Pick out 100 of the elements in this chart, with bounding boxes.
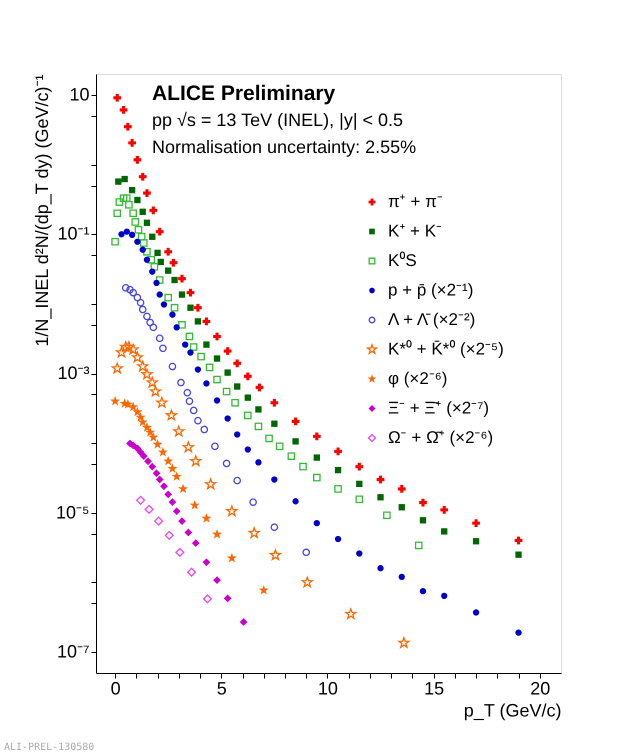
point xyxy=(129,209,137,218)
point xyxy=(213,332,221,340)
point xyxy=(472,519,480,527)
point xyxy=(190,500,200,510)
point xyxy=(125,200,133,209)
point xyxy=(178,321,186,329)
point xyxy=(206,364,214,372)
point xyxy=(213,376,221,384)
y-tick-label: 10⁻¹ xyxy=(57,224,90,244)
point xyxy=(164,248,172,256)
point xyxy=(138,232,146,241)
point xyxy=(302,548,310,556)
point xyxy=(356,550,362,557)
legend-label: Λ + Λ̄ (×2⁻²) xyxy=(388,310,476,329)
point xyxy=(203,380,210,387)
point xyxy=(144,220,150,226)
point xyxy=(398,485,406,493)
point xyxy=(128,186,136,194)
point xyxy=(214,355,220,362)
point xyxy=(292,418,300,426)
point xyxy=(134,294,142,302)
point xyxy=(142,422,152,432)
point xyxy=(472,609,480,616)
point xyxy=(122,194,131,202)
point xyxy=(514,536,522,544)
point xyxy=(222,388,230,396)
point xyxy=(140,239,148,247)
point xyxy=(249,498,257,506)
y-tick-label: 10⁻⁵ xyxy=(56,502,90,522)
point xyxy=(156,334,164,342)
point xyxy=(149,206,158,214)
annotation: pp √s = 13 TeV (INEL), |y| < 0.5 xyxy=(152,110,404,130)
point xyxy=(334,466,342,474)
point xyxy=(224,594,232,602)
point xyxy=(137,360,148,372)
point xyxy=(187,304,194,311)
point xyxy=(132,406,142,416)
point xyxy=(129,288,137,296)
point xyxy=(143,248,151,256)
point xyxy=(159,344,167,352)
point xyxy=(116,198,124,206)
point xyxy=(244,446,251,453)
point xyxy=(113,94,122,102)
x-tick-label: 5 xyxy=(216,678,227,698)
point xyxy=(128,139,136,147)
point xyxy=(270,549,282,560)
point xyxy=(144,256,150,263)
point xyxy=(205,478,216,490)
point xyxy=(197,352,205,360)
point xyxy=(441,528,448,535)
point xyxy=(224,347,232,355)
point xyxy=(169,311,176,318)
point xyxy=(164,530,174,540)
point xyxy=(156,291,163,298)
point xyxy=(302,576,313,588)
point xyxy=(160,301,168,308)
point xyxy=(187,568,196,577)
point xyxy=(231,398,239,407)
x-tick-label: 20 xyxy=(530,678,550,698)
point xyxy=(182,341,188,348)
point xyxy=(334,448,342,456)
point xyxy=(186,397,194,406)
point xyxy=(226,552,237,562)
point xyxy=(156,396,168,408)
point xyxy=(154,516,164,526)
point xyxy=(254,422,262,430)
point xyxy=(270,523,278,532)
point xyxy=(132,352,144,362)
annotation: ALICE Preliminary xyxy=(152,82,336,105)
point xyxy=(224,369,231,376)
point xyxy=(213,576,221,584)
point xyxy=(124,122,132,131)
point xyxy=(149,234,156,240)
point xyxy=(288,452,296,460)
point xyxy=(177,378,185,386)
point xyxy=(175,548,184,557)
point xyxy=(194,304,202,312)
point xyxy=(355,462,364,470)
point xyxy=(240,618,248,626)
legend-label: K⁺ + K⁻ xyxy=(388,222,442,240)
point xyxy=(128,402,138,412)
point xyxy=(111,238,119,246)
point xyxy=(226,505,238,516)
point xyxy=(312,432,321,440)
point xyxy=(136,298,144,306)
point xyxy=(234,383,240,390)
point xyxy=(194,416,202,425)
point xyxy=(292,438,299,445)
point xyxy=(355,496,364,504)
x-tick-label: 0 xyxy=(110,678,121,698)
point xyxy=(398,504,405,510)
point xyxy=(150,263,158,271)
point xyxy=(334,536,342,542)
point xyxy=(200,426,208,434)
point xyxy=(377,565,384,572)
point xyxy=(184,528,192,536)
point xyxy=(244,394,251,401)
point xyxy=(140,246,146,253)
point xyxy=(419,498,427,506)
point xyxy=(194,366,202,373)
